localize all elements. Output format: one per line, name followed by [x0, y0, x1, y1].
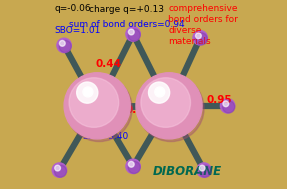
Circle shape [138, 75, 204, 142]
Circle shape [55, 165, 61, 171]
Circle shape [77, 82, 98, 103]
Circle shape [64, 73, 130, 139]
Circle shape [220, 99, 235, 113]
Circle shape [126, 159, 140, 174]
Circle shape [128, 161, 140, 174]
Circle shape [155, 87, 165, 97]
Text: SBO=3.40: SBO=3.40 [82, 132, 128, 141]
Circle shape [199, 165, 211, 177]
Text: 0.95: 0.95 [206, 95, 232, 105]
Circle shape [128, 29, 140, 41]
Circle shape [136, 73, 202, 139]
Circle shape [148, 82, 170, 103]
Circle shape [141, 78, 191, 127]
Text: sum of bond orders=0.94: sum of bond orders=0.94 [69, 20, 184, 29]
Circle shape [129, 161, 134, 167]
Circle shape [54, 165, 67, 177]
Text: q=-0.06: q=-0.06 [55, 4, 91, 13]
Text: comprehensive
bond orders for
diverse
materials: comprehensive bond orders for diverse ma… [168, 4, 238, 46]
Circle shape [126, 27, 140, 41]
Circle shape [59, 40, 65, 46]
Circle shape [223, 101, 235, 113]
Circle shape [52, 163, 67, 177]
Circle shape [129, 29, 134, 35]
Circle shape [197, 163, 211, 177]
Circle shape [69, 78, 119, 127]
Circle shape [193, 31, 208, 45]
Text: SBO=1.01: SBO=1.01 [55, 26, 101, 35]
Circle shape [66, 75, 132, 142]
Circle shape [83, 87, 93, 97]
Text: 0.44: 0.44 [96, 59, 121, 69]
Circle shape [195, 33, 208, 45]
Circle shape [57, 38, 71, 53]
Text: DIBORANE: DIBORANE [152, 165, 222, 178]
Circle shape [223, 101, 229, 107]
Text: q=-0.01: q=-0.01 [82, 111, 119, 120]
Circle shape [195, 33, 201, 39]
Circle shape [59, 40, 71, 53]
Circle shape [199, 165, 205, 171]
Text: 0.59: 0.59 [125, 105, 151, 115]
Text: charge q=+0.13: charge q=+0.13 [89, 5, 164, 14]
